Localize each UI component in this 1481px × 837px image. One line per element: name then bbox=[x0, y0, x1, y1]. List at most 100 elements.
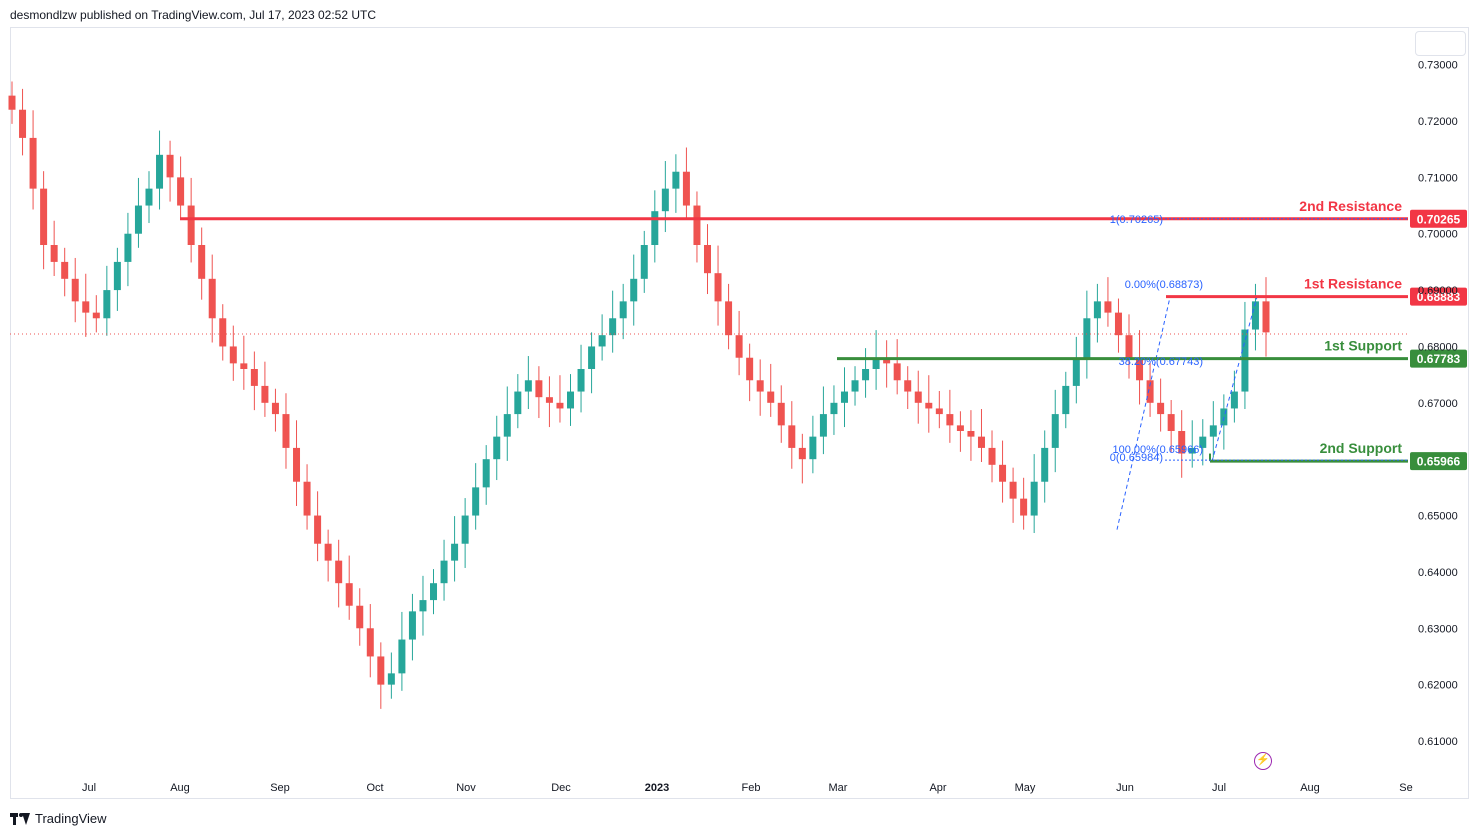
candle-body bbox=[1157, 402, 1165, 415]
candle-body bbox=[440, 560, 448, 584]
candle-body bbox=[1104, 301, 1112, 313]
time-tick-label: Mar bbox=[829, 782, 848, 794]
candle-body bbox=[598, 335, 606, 347]
candle-body bbox=[387, 673, 395, 685]
candle-body bbox=[872, 357, 880, 369]
time-tick-label: Jul bbox=[82, 782, 96, 794]
candle-body bbox=[124, 233, 132, 262]
time-tick-label: Se bbox=[1399, 782, 1412, 794]
candle-body bbox=[282, 414, 290, 448]
candle-body bbox=[324, 543, 332, 561]
candle-body bbox=[503, 414, 511, 437]
candle-body bbox=[366, 628, 374, 657]
candle-body bbox=[145, 188, 153, 206]
price-tick-label: 0.68000 bbox=[1418, 341, 1458, 353]
candle-body bbox=[661, 188, 669, 212]
time-tick-label: Dec bbox=[551, 782, 571, 794]
candle-body bbox=[1199, 436, 1207, 448]
candle-body bbox=[1083, 318, 1091, 358]
candle-body bbox=[714, 273, 722, 302]
time-axis: Jul Aug Sep Oct Nov Dec 2023 Feb Mar Apr May Jun Jul… bbox=[82, 782, 1413, 794]
candle-body bbox=[1188, 447, 1196, 454]
candle-body bbox=[377, 656, 385, 685]
price-tick-label: 0.67000 bbox=[1418, 398, 1458, 410]
candle-body bbox=[314, 515, 322, 544]
candle-body bbox=[946, 414, 954, 426]
price-tick-label: 0.64000 bbox=[1418, 567, 1458, 579]
candle-body bbox=[187, 205, 195, 245]
price-tag-label: 0.67783 bbox=[1417, 352, 1461, 366]
candle-body bbox=[1072, 357, 1080, 386]
price-tag bbox=[1410, 349, 1467, 368]
candle-body bbox=[345, 583, 353, 606]
candle-body bbox=[567, 391, 575, 409]
price-tick-label: 0.72000 bbox=[1418, 116, 1458, 128]
candle-body bbox=[630, 278, 638, 302]
candles-group bbox=[8, 81, 1270, 709]
candle-body bbox=[746, 357, 754, 381]
candle-body bbox=[1009, 481, 1017, 499]
candle-body bbox=[767, 391, 775, 403]
candle-body bbox=[840, 391, 848, 403]
candle-body bbox=[809, 436, 817, 460]
chart-toolbar-box[interactable] bbox=[1415, 31, 1466, 56]
candle-body bbox=[851, 380, 859, 392]
candle-body bbox=[914, 391, 922, 403]
candle-body bbox=[830, 402, 838, 415]
time-tick-label: Apr bbox=[929, 782, 946, 794]
candle-body bbox=[408, 611, 416, 640]
candle-body bbox=[672, 171, 680, 189]
fib-label: 100.00%(0.65966) bbox=[1112, 444, 1203, 456]
lightning-icon[interactable]: ⚡ bbox=[1254, 752, 1272, 770]
candle-body bbox=[651, 211, 659, 245]
levels-overlay: 2nd Resistance 0.70265 1st Resistance 0.688… bbox=[10, 198, 1467, 530]
candle-body bbox=[819, 414, 827, 437]
candle-body bbox=[925, 402, 933, 409]
price-tag-label: 0.65966 bbox=[1417, 455, 1461, 469]
candle-body bbox=[756, 380, 764, 392]
candle-body bbox=[19, 109, 27, 138]
candle-body bbox=[862, 369, 870, 381]
fib-extension-line bbox=[1211, 296, 1258, 462]
price-tick-label: 0.70000 bbox=[1418, 229, 1458, 241]
candle-body bbox=[229, 346, 237, 364]
candle-body bbox=[556, 402, 564, 409]
candle-body bbox=[472, 487, 480, 516]
candle-body bbox=[1146, 380, 1154, 403]
price-tick-label: 0.61000 bbox=[1418, 736, 1458, 748]
candle-body bbox=[682, 171, 690, 206]
candle-body bbox=[1178, 431, 1186, 454]
candle-body bbox=[935, 408, 943, 415]
time-tick-label: Jul bbox=[1212, 782, 1226, 794]
candle-body bbox=[398, 639, 406, 674]
candle-body bbox=[40, 188, 48, 245]
candle-body bbox=[303, 481, 311, 516]
fib-label: 0.00%(0.68873) bbox=[1125, 279, 1203, 291]
candle-body bbox=[904, 380, 912, 392]
candle-body bbox=[29, 137, 37, 189]
candle-body bbox=[788, 425, 796, 448]
fib-label: 1(0.70265) bbox=[1110, 214, 1163, 226]
candle-body bbox=[545, 397, 553, 403]
price-tick-label: 0.73000 bbox=[1418, 60, 1458, 72]
price-tag bbox=[1410, 287, 1467, 306]
candle-body bbox=[588, 346, 596, 369]
candle-body bbox=[609, 318, 617, 336]
time-tick-label: May bbox=[1015, 782, 1036, 794]
fib-label: 38.20%(0.67743) bbox=[1119, 356, 1203, 368]
candle-body bbox=[798, 447, 806, 460]
candle-body bbox=[82, 301, 90, 313]
price-tick-label: 0.69000 bbox=[1418, 285, 1458, 297]
candle-body bbox=[261, 385, 269, 403]
level-name-label: 1st Support bbox=[1324, 338, 1402, 354]
candle-body bbox=[250, 369, 258, 386]
price-tag-label: 0.70265 bbox=[1417, 212, 1461, 226]
candle-body bbox=[293, 447, 301, 482]
tradingview-logo[interactable]: TradingView bbox=[10, 811, 107, 826]
candle-body bbox=[419, 600, 427, 612]
candle-body bbox=[640, 245, 648, 279]
fib-retracement-line bbox=[1116, 297, 1171, 530]
candle-body bbox=[777, 402, 785, 426]
candle-body bbox=[1262, 301, 1270, 333]
